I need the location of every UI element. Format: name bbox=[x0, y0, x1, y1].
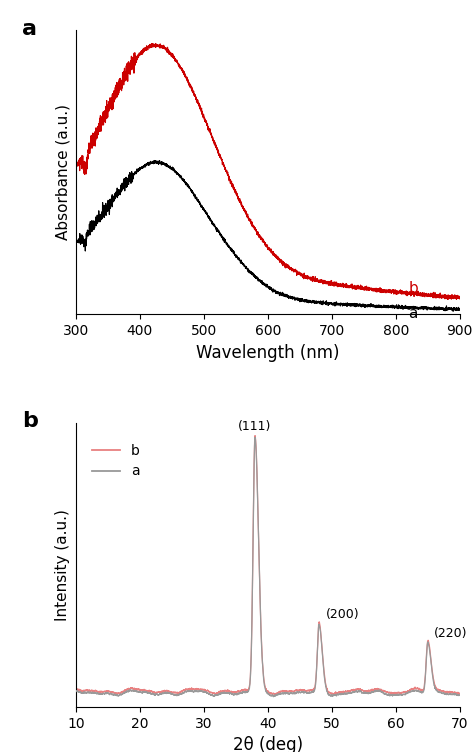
Text: a: a bbox=[22, 19, 37, 38]
Text: (200): (200) bbox=[325, 608, 359, 621]
X-axis label: 2θ (deg): 2θ (deg) bbox=[233, 736, 303, 752]
Text: (111): (111) bbox=[238, 420, 272, 433]
Y-axis label: Intensity (a.u.): Intensity (a.u.) bbox=[55, 509, 70, 620]
Legend: b, a: b, a bbox=[87, 438, 146, 484]
Text: a: a bbox=[409, 306, 418, 321]
X-axis label: Wavelength (nm): Wavelength (nm) bbox=[196, 344, 339, 362]
Text: b: b bbox=[409, 281, 419, 296]
Text: b: b bbox=[22, 411, 38, 431]
Text: (220): (220) bbox=[434, 626, 468, 640]
Y-axis label: Absorbance (a.u.): Absorbance (a.u.) bbox=[55, 105, 70, 241]
